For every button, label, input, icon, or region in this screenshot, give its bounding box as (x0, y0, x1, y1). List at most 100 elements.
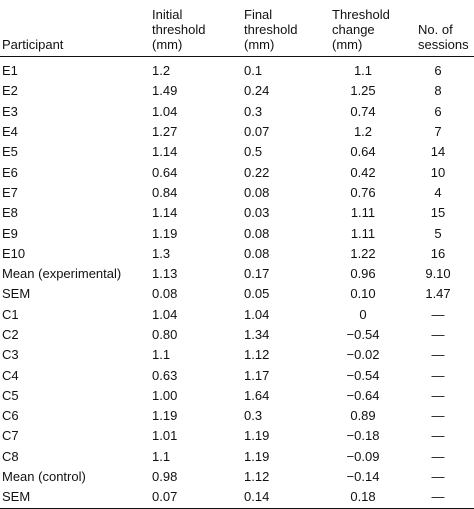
table-row: E7 0.84 0.08 0.76 4 (0, 183, 474, 203)
cell-threshold-change: 0 (359, 306, 367, 322)
table-row: Mean (experimental) 1.13 0.17 0.96 9.10 (0, 264, 474, 284)
cell-participant: Mean (control) (2, 469, 86, 485)
cell-initial-threshold: 1.2 (152, 63, 171, 79)
table-row: C4 0.63 1.17 −0.54 — (0, 365, 474, 385)
cell-sessions: 1.47 (425, 286, 451, 302)
cell-participant: E10 (2, 245, 26, 261)
table-body: E1 1.2 0.1 1.1 6 E2 1.49 0.24 1.2 5 8 E3 1.04 0.3 0.74… (0, 57, 474, 509)
cell-threshold-change: −0.09 (346, 448, 380, 464)
cell-threshold-change: 0.42 (350, 164, 376, 180)
cell-initial-threshold: 1.49 (152, 83, 178, 99)
cell-sessions: — (431, 428, 445, 444)
cell-initial-threshold: 1.27 (152, 124, 178, 140)
header-row: Participant Initial threshold (mm) Final… (0, 0, 474, 57)
cell-initial-threshold: 1.04 (152, 306, 178, 322)
cell-threshold-change: 1.2 (353, 124, 373, 140)
cell-final-threshold: 1.12 (244, 347, 270, 363)
cell-final-threshold: 1.19 (244, 428, 270, 444)
cell-threshold-change: 1.11 (350, 225, 376, 241)
cell-threshold-change: −0.54 (346, 327, 380, 342)
cell-final-threshold: 0.22 (244, 164, 270, 180)
cell-final-threshold: 1.64 (244, 387, 270, 403)
cell-sessions: 15 (430, 205, 446, 221)
table-row: E5 1.14 0.5 0.64 14 (0, 142, 474, 162)
cell-participant: C7 (2, 428, 19, 444)
cell-participant: E4 (2, 124, 18, 140)
cell-sessions: — (431, 408, 445, 424)
cell-sessions: 4 (434, 184, 442, 200)
header-sessions: No. of sessions (416, 0, 474, 57)
cell-threshold-change: −0.64 (346, 387, 380, 403)
table-row: E9 1.19 0.08 1.11 5 (0, 223, 474, 243)
cell-final-threshold: 0.5 (244, 144, 263, 160)
cell-final-threshold: 1.19 (244, 448, 270, 464)
cell-initial-threshold: 1.14 (152, 144, 178, 160)
cell-final-threshold: 0.17 (244, 266, 270, 282)
table-row: Mean (control) 0.98 1.12 −0.14 — (0, 467, 474, 487)
cell-final-threshold: 0.3 (244, 408, 263, 424)
cell-threshold-change: 1.11 (350, 205, 376, 221)
cell-initial-threshold: 0.80 (152, 327, 178, 342)
cell-sessions: — (431, 327, 445, 342)
cell-sessions: 10 (430, 164, 446, 180)
cell-sessions: 5 (434, 225, 442, 241)
table-row: E10 1.3 0.08 1.22 16 (0, 244, 474, 264)
table-row: C3 1.1 1.12 −0.02 — (0, 345, 474, 365)
cell-initial-threshold: 1.01 (152, 428, 178, 444)
cell-participant: C8 (2, 448, 19, 464)
cell-sessions: — (431, 347, 445, 363)
cell-participant: SEM (0, 487, 148, 509)
cell-sessions: 8 (434, 83, 442, 99)
table-row: E2 1.49 0.24 1.25 8 (0, 81, 474, 101)
cell-sessions: 16 (430, 245, 446, 261)
cell-initial-threshold: 1.13 (152, 266, 178, 282)
cell-final-threshold: 0.1 (244, 63, 263, 79)
cell-threshold-change: −0.14 (346, 469, 380, 485)
cell-final-threshold: 1.12 (244, 469, 270, 485)
cell-final-threshold: 0.24 (244, 83, 270, 99)
cell-participant: E6 (2, 164, 18, 180)
cell-initial-threshold: 1.14 (152, 205, 178, 221)
cell-initial-threshold: 0.63 (152, 367, 178, 383)
header-threshold-change: Threshold change (mm) (330, 0, 416, 57)
cell-sessions: 9.10 (425, 266, 451, 282)
cell-participant: E5 (2, 144, 18, 160)
cell-sessions: — (431, 306, 445, 322)
cell-participant: E2 (2, 83, 18, 99)
cell-threshold-change: −0.54 (346, 367, 380, 383)
cell-threshold-change: 0.89 (350, 408, 376, 424)
cell-sessions: 6 (434, 103, 442, 119)
cell-initial-threshold: 0.07 (148, 487, 240, 509)
header-participant: Participant (0, 0, 148, 57)
cell-participant: C1 (2, 306, 19, 322)
cell-participant: E1 (2, 63, 18, 79)
header-initial-threshold: Initial threshold (mm) (148, 0, 240, 57)
cell-final-threshold: 0.08 (244, 225, 270, 241)
cell-participant: E3 (2, 103, 18, 119)
cell-participant: C3 (2, 347, 19, 363)
cell-initial-threshold: 0.64 (152, 164, 178, 180)
cell-participant: E8 (2, 205, 18, 221)
table-row: E6 0.64 0.22 0.42 10 (0, 162, 474, 182)
cell-threshold-change: 0.74 (350, 103, 376, 119)
table-row: E1 1.2 0.1 1.1 6 (0, 57, 474, 82)
table-row: SEM 0.07 0.14 0.18— (0, 487, 474, 509)
cell-final-threshold: 1.04 (244, 306, 270, 322)
cell-final-threshold: 0.08 (244, 184, 270, 200)
cell-initial-threshold: 1.1 (152, 347, 171, 363)
cell-final-threshold: 0.03 (244, 205, 270, 221)
cell-initial-threshold: 1.19 (152, 408, 178, 424)
table-row: C2 0.80 1.34 −0.54 — (0, 325, 474, 345)
cell-threshold-change: 0.76 (350, 184, 376, 200)
cell-final-threshold: 0.14 (240, 487, 330, 509)
cell-sessions: 6 (434, 63, 442, 79)
cell-threshold-change: −0.02 (346, 347, 380, 363)
header-final-threshold: Final threshold (mm) (240, 0, 330, 57)
cell-threshold-change: 1.1 (353, 63, 373, 79)
table-row: E3 1.04 0.3 0.74 6 (0, 102, 474, 122)
cell-participant: E9 (2, 225, 18, 241)
cell-final-threshold: 0.05 (244, 286, 270, 302)
cell-threshold-change: 0.18 (330, 487, 416, 509)
